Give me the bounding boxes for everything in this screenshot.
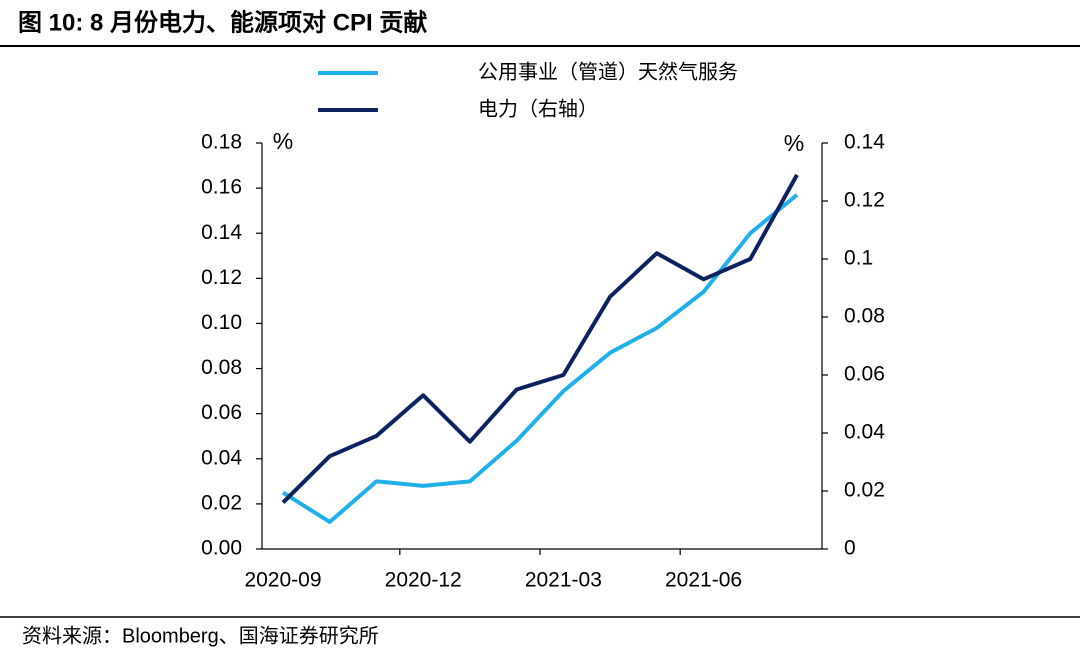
y2-tick-label: 0.04 xyxy=(844,421,885,444)
legend-label: 公用事业（管道）天然气服务 xyxy=(478,60,738,83)
y-tick-label: 0.12 xyxy=(201,266,242,289)
source: 资料来源：Bloomberg、国海证券研究所 xyxy=(22,624,379,647)
x-tick-label: 2020-09 xyxy=(244,569,321,592)
y-tick-label: 0.14 xyxy=(201,221,242,244)
legend-label: 电力（右轴） xyxy=(478,97,598,120)
chart-title: 图 10: 8 月份电力、能源项对 CPI 贡献 xyxy=(18,8,427,36)
y2-tick-label: 0.06 xyxy=(844,363,885,386)
y-tick-label: 0.00 xyxy=(201,537,242,560)
y-tick-label: 0.08 xyxy=(201,356,242,379)
y2-tick-label: 0 xyxy=(844,537,856,560)
y-tick-label: 0.10 xyxy=(201,311,242,334)
y-tick-label: 0.18 xyxy=(201,131,242,154)
y-tick-label: 0.16 xyxy=(201,176,242,199)
y2-tick-label: 0.02 xyxy=(844,479,885,502)
x-tick-label: 2020-12 xyxy=(385,569,462,592)
series-line xyxy=(281,173,799,505)
y-tick-label: 0.04 xyxy=(201,446,242,469)
series-line xyxy=(281,193,799,524)
y-tick-label: 0.02 xyxy=(201,491,242,514)
y-tick-label: 0.06 xyxy=(201,401,242,424)
y-axis-label: % xyxy=(273,128,293,154)
x-tick-label: 2021-06 xyxy=(665,569,742,592)
y2-tick-label: 0.12 xyxy=(844,189,885,212)
x-tick-label: 2021-03 xyxy=(525,569,602,592)
y2-tick-label: 0.1 xyxy=(844,247,873,270)
y2-tick-label: 0.08 xyxy=(844,305,885,328)
y2-axis-label: % xyxy=(784,130,804,156)
y2-tick-label: 0.14 xyxy=(844,131,885,154)
